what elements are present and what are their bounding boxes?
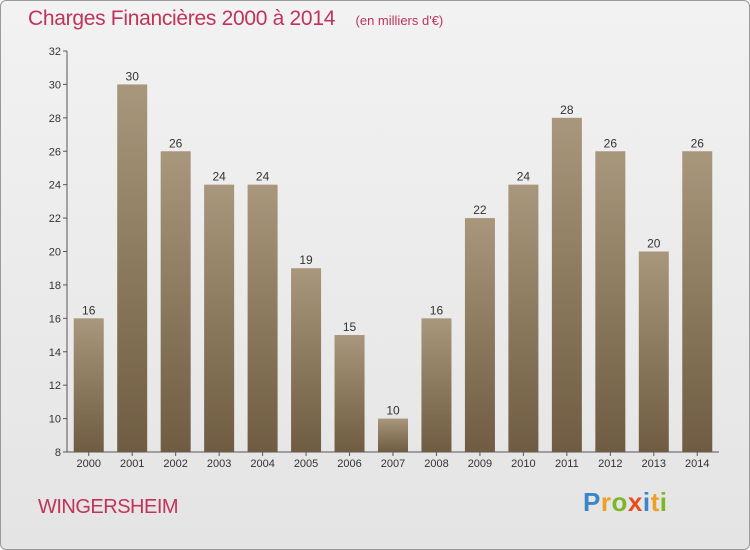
logo-letter: i (642, 487, 651, 517)
bar (247, 184, 278, 452)
bar-value-label: 26 (691, 136, 705, 150)
bar-value-label: 20 (647, 237, 661, 251)
bar-value-label: 19 (299, 253, 313, 267)
y-tick-label: 8 (55, 447, 61, 459)
y-tick-label: 18 (49, 280, 61, 292)
y-tick-label: 30 (49, 79, 61, 91)
bar-value-label: 28 (560, 103, 574, 117)
bar (117, 84, 148, 453)
x-tick-label: 2014 (685, 458, 709, 470)
x-tick-label: 2001 (120, 458, 144, 470)
y-tick-label: 24 (49, 180, 61, 192)
y-tick-label: 14 (49, 347, 61, 359)
x-tick-label: 2012 (598, 458, 622, 470)
bar-value-label: 26 (604, 136, 618, 150)
y-tick-label: 22 (49, 213, 61, 225)
x-tick-label: 2010 (511, 458, 535, 470)
x-tick-label: 2000 (76, 458, 100, 470)
bar (334, 335, 365, 452)
bar-value-label: 10 (386, 404, 400, 418)
proxiti-logo: Proxiti (583, 487, 667, 518)
logo-letter: x (627, 487, 643, 517)
y-tick-label: 28 (49, 113, 61, 125)
bar-value-label: 15 (343, 320, 357, 334)
bar (291, 268, 322, 452)
bar (464, 218, 495, 452)
bar-value-label: 26 (169, 136, 183, 150)
chart-subtitle: (en milliers d'€) (355, 13, 444, 28)
x-tick-label: 2009 (468, 458, 492, 470)
logo-letter: r (600, 487, 612, 517)
bar-value-label: 16 (82, 303, 96, 317)
x-tick-label: 2002 (163, 458, 187, 470)
logo-letter: t (650, 487, 660, 517)
y-tick-label: 26 (49, 146, 61, 158)
bar (508, 184, 539, 452)
y-tick-label: 10 (49, 414, 61, 426)
commune-name: WINGERSHEIM (38, 496, 179, 518)
bar (595, 151, 626, 452)
bar-value-label: 22 (473, 203, 487, 217)
bar-value-label: 24 (517, 170, 531, 184)
x-tick-label: 2013 (642, 458, 666, 470)
y-tick-label: 32 (49, 46, 61, 58)
bar (73, 318, 104, 452)
logo-letter: P (583, 487, 601, 517)
bar (160, 151, 191, 452)
x-tick-label: 2008 (424, 458, 448, 470)
y-tick-label: 16 (49, 313, 61, 325)
bar (204, 184, 235, 452)
chart-title: Charges Financières 2000 à 2014 (en mill… (28, 7, 443, 31)
x-tick-label: 2006 (337, 458, 361, 470)
bar (638, 251, 669, 452)
bar (421, 318, 452, 452)
chart-title-main: Charges Financières 2000 à 2014 (28, 7, 336, 30)
x-tick-label: 2005 (294, 458, 318, 470)
x-tick-label: 2007 (381, 458, 405, 470)
x-tick-label: 2003 (207, 458, 231, 470)
logo-letter: i (659, 487, 668, 517)
bar (551, 117, 582, 452)
x-tick-label: 2004 (250, 458, 274, 470)
bar-value-label: 24 (256, 170, 270, 184)
bar (378, 418, 408, 452)
bar-value-label: 30 (126, 69, 140, 83)
y-tick-label: 12 (49, 380, 61, 392)
bar-value-label: 24 (212, 170, 226, 184)
y-tick-label: 20 (49, 247, 61, 259)
bar (682, 151, 713, 452)
logo-letter: o (611, 487, 628, 517)
bar-value-label: 16 (430, 303, 444, 317)
x-tick-label: 2011 (555, 458, 579, 470)
